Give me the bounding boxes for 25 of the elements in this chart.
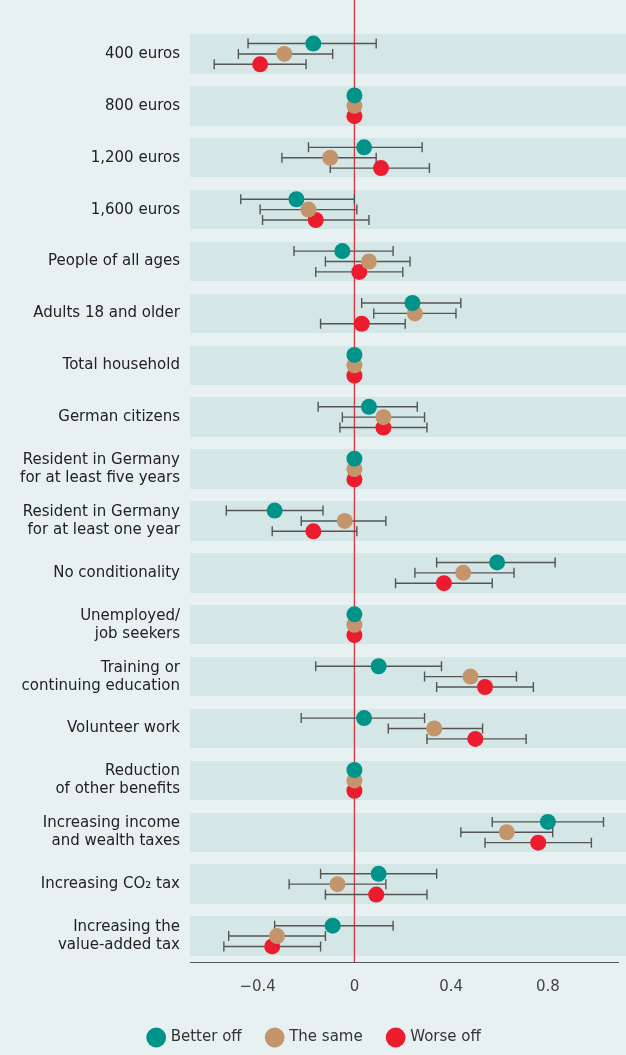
x-tick-label: 0.8 [535,976,560,995]
legend-label: Worse off [410,1027,482,1046]
y-tick-label: 400 euros [105,43,181,62]
y-tick-label: Adults 18 and older [33,303,181,322]
legend-label: Better off [170,1027,243,1046]
y-tick-label: 800 euros [105,95,181,114]
y-tick-label: German citizens [58,407,181,426]
y-tick-label: Increasing the value-added tax [57,916,181,953]
y-tick-label: Training or continuing education [21,657,181,694]
y-tick-label: 1,200 euros [90,147,181,166]
y-tick-label: Reduction of other benefits [55,761,181,798]
legend-label: The same [288,1027,363,1046]
y-tick-label: People of all ages [48,251,181,270]
x-tick-label: 0 [349,976,360,995]
y-tick-label: Resident in Germany for at least one year [22,501,181,538]
y-tick-label: Volunteer work [66,718,181,737]
x-tick-label: 0.4 [439,976,464,995]
y-tick-label: Resident in Germany for at least five years [20,449,181,486]
y-tick-label: No conditionality [53,562,181,581]
y-tick-label: Unemployed/ job seekers [80,605,181,642]
y-tick-label: Increasing CO₂ tax [40,874,181,893]
y-tick-label: Increasing income and wealth taxes [42,813,181,850]
y-tick-label: Total household [61,355,180,374]
x-tick-label: −0.4 [239,976,276,995]
y-tick-label: 1,600 euros [90,199,181,218]
